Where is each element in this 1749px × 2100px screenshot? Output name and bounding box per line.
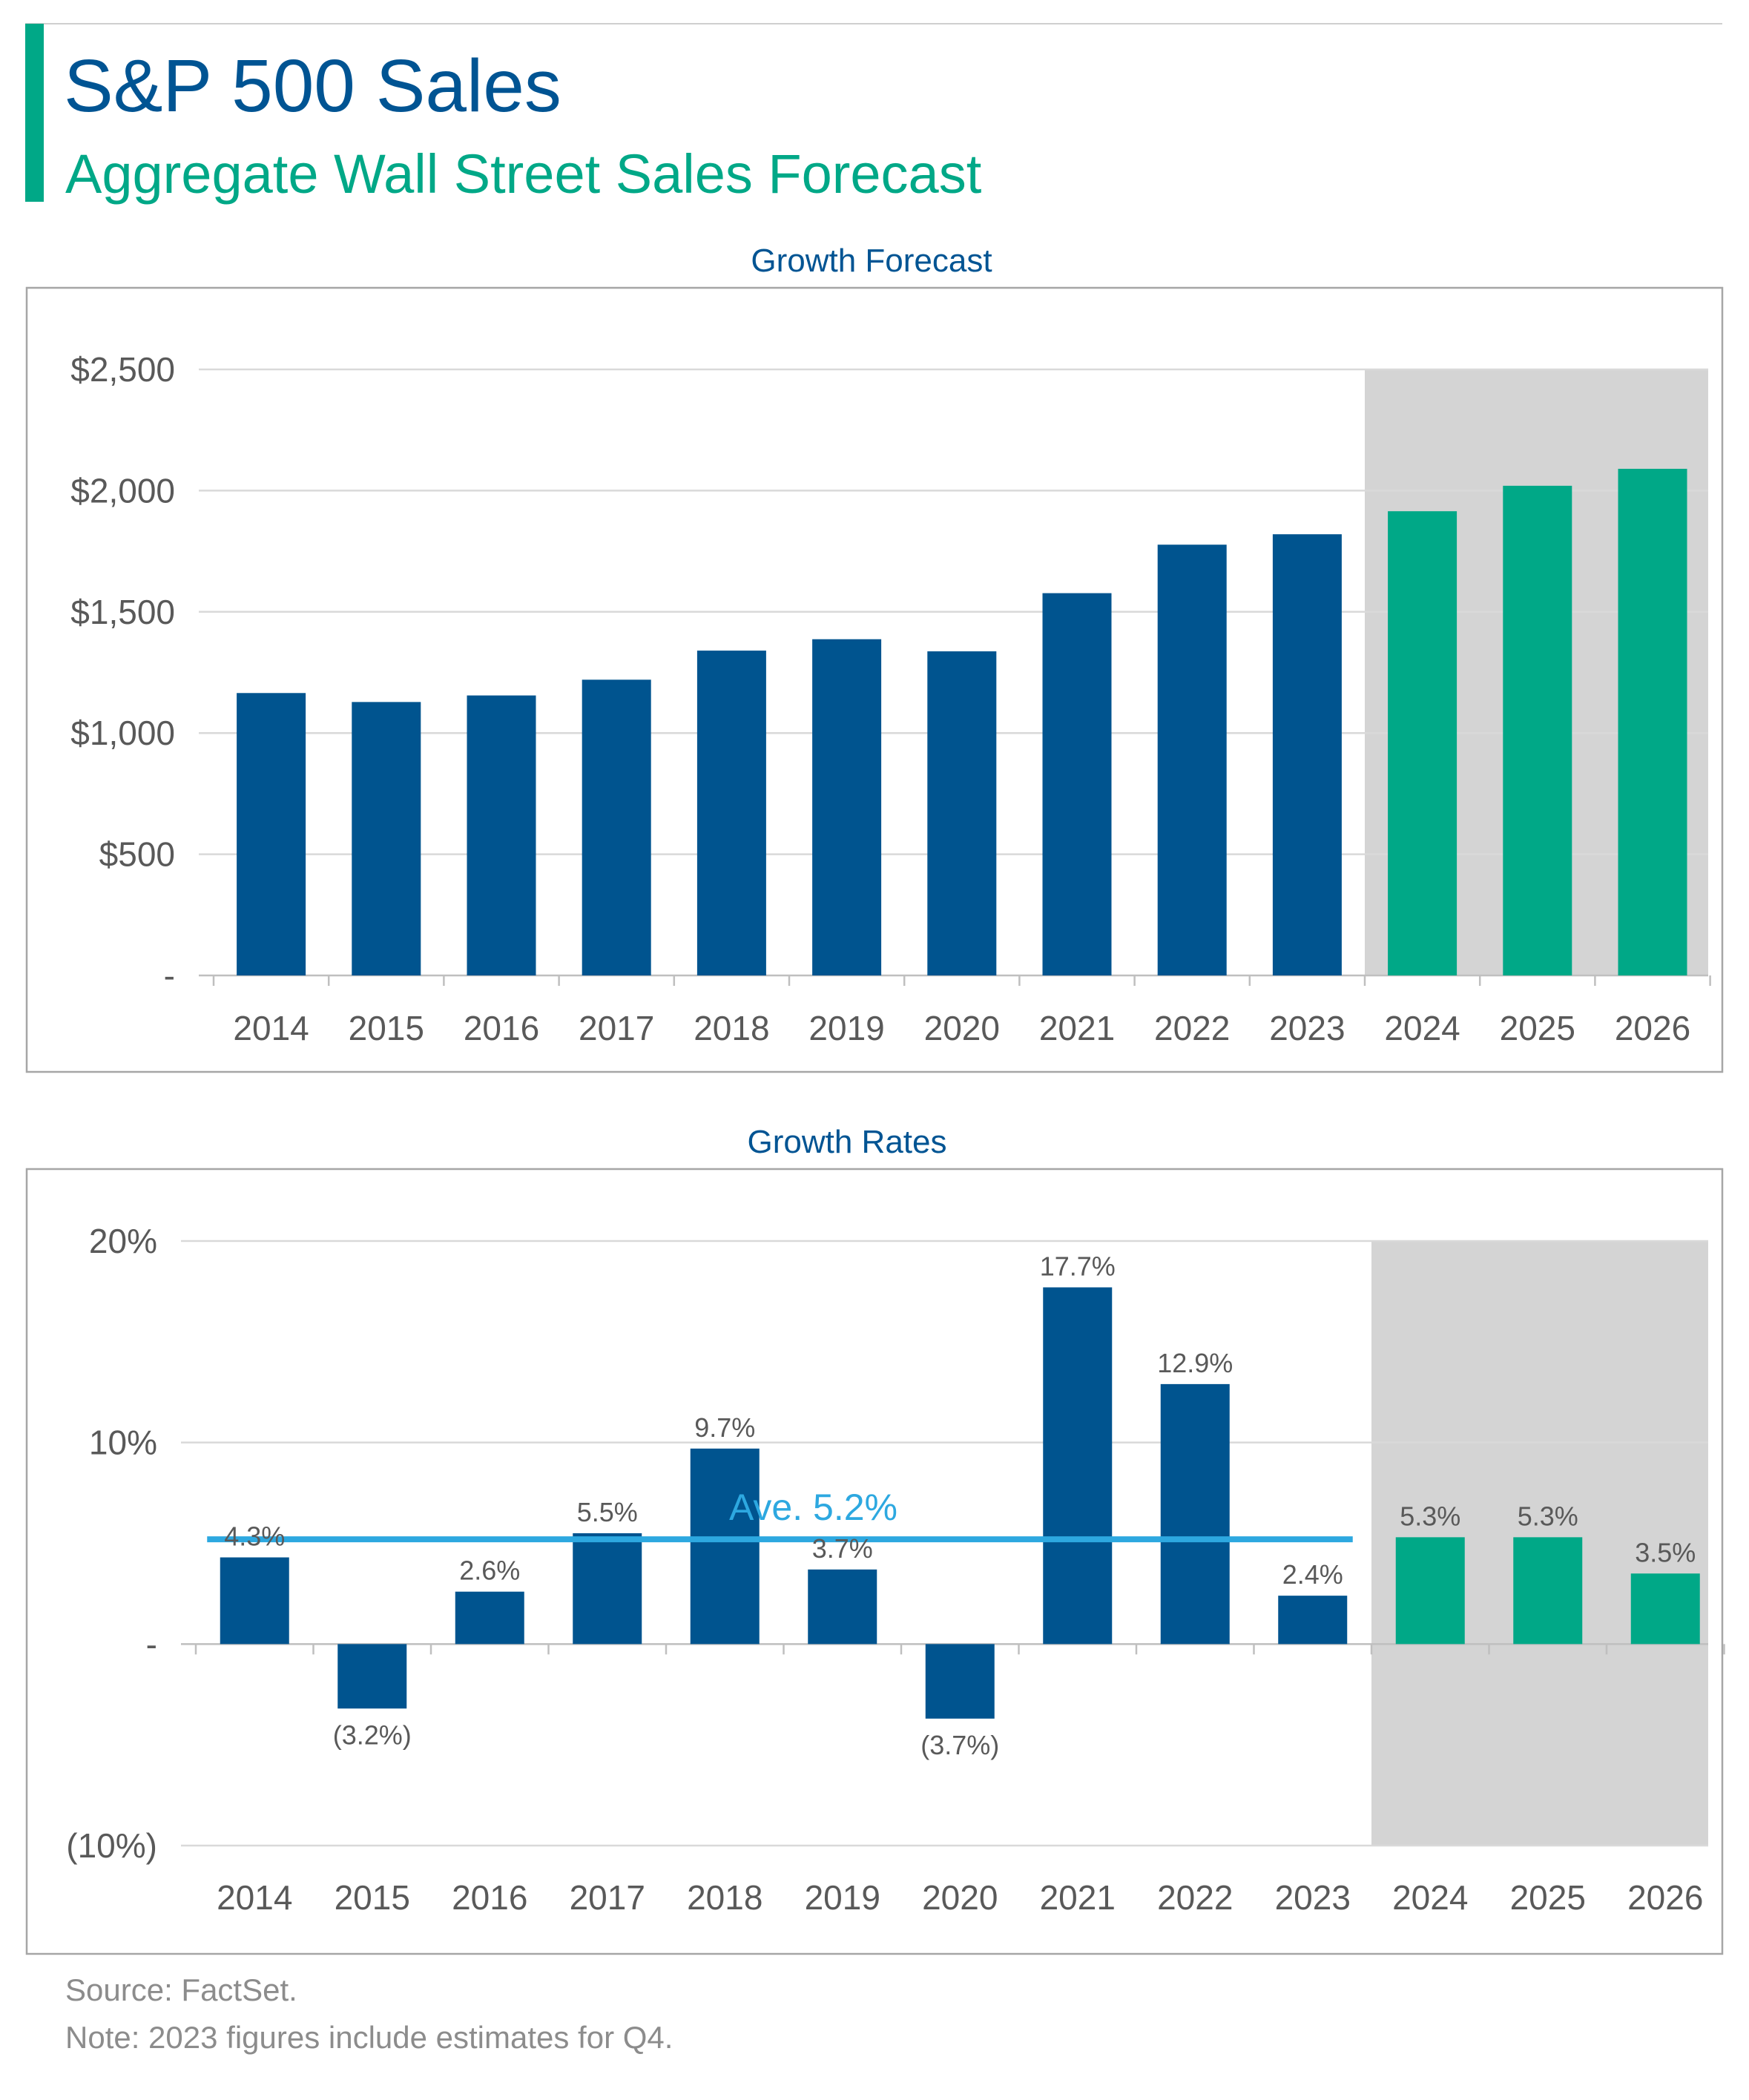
- x-tick-label: 2021: [1039, 1009, 1115, 1047]
- chart-2-plot: (10%) - 10% 20% Ave. 5.2% 4.3% (3.2%) 2.6% 5.5% 9…: [66, 1222, 1725, 1917]
- x-tick-label: 2024: [1392, 1878, 1468, 1917]
- x-tick-label: 2023: [1275, 1878, 1351, 1917]
- x-tick-label: 2015: [349, 1009, 424, 1047]
- x-tick-label: 2021: [1040, 1878, 1116, 1917]
- data-label: 5.5%: [577, 1497, 638, 1527]
- y-tick-label: 10%: [89, 1423, 157, 1462]
- data-label: 3.5%: [1635, 1537, 1696, 1567]
- x-tick-label: 2020: [924, 1009, 1000, 1047]
- bar-2020: [927, 651, 997, 975]
- bar-2022: [1160, 1383, 1230, 1645]
- bar-2025: [1503, 485, 1572, 975]
- data-label: 9.7%: [694, 1412, 755, 1443]
- chart-1-plot: - $500 $1,000 $1,500 $2,000 $2,500 2014 2015 201…: [70, 350, 1711, 1047]
- x-tick-label: 2023: [1269, 1009, 1345, 1047]
- x-tick-label: 2014: [233, 1009, 309, 1047]
- average-label: Ave. 5.2%: [729, 1487, 897, 1528]
- y-tick-label: -: [146, 1625, 157, 1663]
- bar-2021: [1042, 593, 1112, 975]
- footnote: Note: 2023 figures include estimates for…: [65, 2020, 673, 2055]
- data-label: 2.4%: [1282, 1559, 1343, 1590]
- bar-2018: [690, 1448, 760, 1645]
- data-label: 2.6%: [459, 1556, 520, 1586]
- bar-2014: [237, 693, 306, 975]
- bar-2024: [1388, 511, 1458, 975]
- y-tick-label: $2,000: [70, 471, 175, 510]
- y-tick-label: (10%): [66, 1826, 157, 1865]
- x-tick-label: 2017: [579, 1009, 654, 1047]
- y-tick-label: $1,000: [70, 714, 175, 752]
- x-tick-label: 2016: [464, 1009, 539, 1047]
- data-label: (3.7%): [920, 1730, 999, 1760]
- bar-2018: [696, 651, 766, 975]
- bar-2014: [220, 1557, 289, 1645]
- bar-2026: [1618, 468, 1687, 975]
- bar-2015: [337, 1644, 407, 1709]
- bar-2023: [1278, 1596, 1348, 1645]
- x-tick-label: 2024: [1384, 1009, 1460, 1047]
- bar-2016: [455, 1591, 524, 1645]
- bar-2017: [582, 679, 651, 975]
- x-tick-label: 2025: [1500, 1009, 1575, 1047]
- x-tick-label: 2014: [217, 1878, 292, 1917]
- bar-2015: [352, 702, 421, 975]
- source-note: Source: FactSet.: [65, 1972, 297, 2007]
- x-tick-label: 2026: [1615, 1009, 1690, 1047]
- x-tick-label: 2015: [335, 1878, 410, 1917]
- y-tick-label: 20%: [89, 1222, 157, 1260]
- bar-2021: [1043, 1287, 1113, 1645]
- data-label: 5.3%: [1400, 1501, 1460, 1531]
- data-label: 5.3%: [1518, 1501, 1578, 1531]
- bar-2026: [1630, 1573, 1700, 1645]
- x-tick-label: 2025: [1510, 1878, 1586, 1917]
- bar-2024: [1395, 1537, 1465, 1645]
- x-tick-label: 2018: [687, 1878, 762, 1917]
- chart-1-title: Growth Forecast: [751, 243, 992, 279]
- data-label: 17.7%: [1040, 1251, 1116, 1281]
- page-title: S&P 500 Sales: [64, 45, 561, 128]
- data-label: 12.9%: [1157, 1348, 1233, 1378]
- bar-2016: [467, 695, 536, 975]
- x-tick-label: 2022: [1154, 1009, 1230, 1047]
- x-tick-label: 2017: [570, 1878, 645, 1917]
- x-tick-label: 2019: [808, 1009, 884, 1047]
- y-tick-label: -: [164, 956, 175, 995]
- data-label: 4.3%: [224, 1521, 285, 1552]
- page-subtitle: Aggregate Wall Street Sales Forecast: [65, 143, 982, 205]
- title-accent-bar: [25, 24, 44, 202]
- x-tick-label: 2018: [694, 1009, 769, 1047]
- bar-2022: [1157, 544, 1227, 975]
- chart-2-frame: [25, 1168, 1724, 1955]
- data-label: (3.2%): [333, 1719, 412, 1750]
- bar-2025: [1513, 1537, 1583, 1645]
- x-tick-label: 2019: [805, 1878, 880, 1917]
- bar-2019: [808, 1569, 877, 1645]
- x-tick-label: 2022: [1157, 1878, 1233, 1917]
- x-tick-label: 2026: [1627, 1878, 1703, 1917]
- bar-2017: [573, 1533, 642, 1645]
- y-tick-label: $500: [99, 835, 175, 874]
- x-tick-label: 2020: [922, 1878, 998, 1917]
- y-tick-label: $2,500: [70, 350, 175, 389]
- chart-1-frame: [25, 286, 1724, 1073]
- data-label: 3.7%: [812, 1533, 873, 1564]
- bar-2023: [1272, 534, 1342, 975]
- y-tick-label: $1,500: [70, 593, 175, 631]
- chart-2-title: Growth Rates: [748, 1124, 947, 1160]
- bar-2020: [925, 1644, 995, 1719]
- x-tick-label: 2016: [452, 1878, 527, 1917]
- bar-2019: [812, 639, 882, 975]
